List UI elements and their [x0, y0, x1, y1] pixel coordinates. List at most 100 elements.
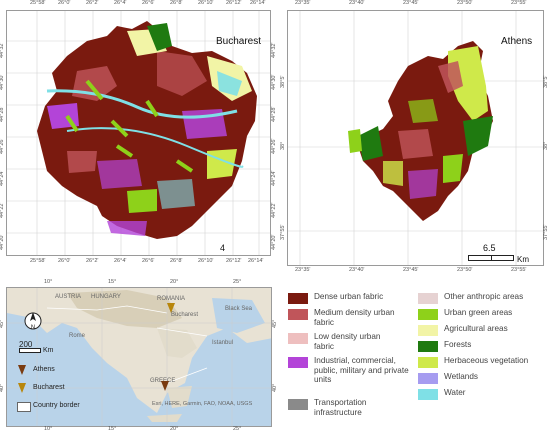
- tick-label: 38°5': [280, 75, 286, 88]
- legend-label: Low density urban fabric: [314, 332, 381, 351]
- legend-label: Other anthropic areas: [444, 292, 524, 301]
- athens-scalebar: [468, 255, 514, 261]
- legend-label: Medium density urban fabric: [314, 308, 395, 327]
- tick-label: 26°14': [250, 0, 266, 6]
- tick-label: 44°32': [271, 42, 277, 59]
- inset-legend-country-border: Country border: [33, 402, 80, 409]
- tick-label: 20°: [170, 279, 179, 285]
- legend-item: Agricultural areas: [418, 324, 508, 336]
- athens-scale-unit: Km: [517, 255, 529, 264]
- tick-label: 26°2': [86, 258, 99, 264]
- legend-label: Industrial, commercial, public, military…: [314, 356, 409, 384]
- tick-label: 44°22': [0, 202, 5, 219]
- athens-legend-marker-icon: [18, 365, 26, 375]
- bucharest-scale-unit: Km: [248, 255, 260, 256]
- tick-label: 37°55': [543, 224, 549, 241]
- athens-land-cover: [348, 41, 493, 221]
- legend-swatch: [418, 325, 438, 336]
- legend-item: Dense urban fabric: [288, 292, 414, 304]
- legend-item: Industrial, commercial, public, military…: [288, 356, 414, 385]
- legend-label: Agricultural areas: [444, 324, 508, 333]
- legend-swatch: [418, 293, 438, 304]
- legend-item: Forests: [418, 340, 471, 352]
- tick-label: 23°55': [511, 0, 527, 6]
- legend-swatch: [288, 357, 308, 368]
- tick-label: 40°: [0, 383, 5, 392]
- tick-label: 26°12': [226, 258, 242, 264]
- bucharest-scale-value: 4: [220, 243, 226, 253]
- tick-label: 45°: [0, 319, 5, 328]
- legend-swatch: [418, 389, 438, 400]
- tick-label: 44°28': [271, 106, 277, 123]
- legend-swatch: [288, 333, 308, 344]
- country-border-swatch: [17, 402, 31, 412]
- legend-item: Urban green areas: [418, 308, 512, 320]
- inset-legend-bucharest: Bucharest: [33, 384, 65, 391]
- tick-label: 23°50': [457, 267, 473, 273]
- tick-label: 26°4': [114, 258, 127, 264]
- legend-label: Transportation infrastructure: [314, 398, 367, 417]
- tick-label: 23°40': [349, 0, 365, 6]
- tick-label: 44°24': [0, 170, 5, 187]
- tick-label: 26°4': [114, 0, 127, 6]
- legend-label: Urban green areas: [444, 308, 513, 317]
- tick-label: 23°45': [403, 0, 419, 6]
- tick-label: 10°: [44, 279, 53, 285]
- tick-label: 23°45': [403, 267, 419, 273]
- tick-label: 25°58': [30, 0, 46, 6]
- tick-label: 23°40': [349, 267, 365, 273]
- tick-label: 23°35': [295, 267, 311, 273]
- tick-label: 38°: [280, 141, 286, 150]
- tick-label: 44°32': [0, 42, 5, 59]
- legend-item: Transportation infrastructure: [288, 398, 404, 417]
- tick-label: 44°20': [0, 234, 5, 251]
- tick-label: 44°30': [271, 74, 277, 91]
- tick-label: 25°: [233, 279, 242, 285]
- tick-label: 15°: [108, 426, 117, 432]
- athens-scale-value: 6.5: [483, 243, 496, 253]
- svg-text:N: N: [31, 325, 35, 331]
- country-label: HUNGARY: [91, 294, 121, 300]
- legend-item: Low density urban fabric: [288, 332, 394, 351]
- country-label: AUSTRIA: [55, 294, 82, 300]
- tick-label: 25°: [233, 426, 242, 432]
- tick-label: 44°26': [0, 138, 5, 155]
- tick-label: 26°14': [248, 258, 264, 264]
- city-label: Istanbul: [212, 340, 234, 346]
- tick-label: 44°20': [271, 234, 277, 251]
- bucharest-scalebar: [197, 255, 245, 256]
- bucharest-legend-marker-icon: [18, 383, 26, 393]
- legend-item: Wetlands: [418, 372, 478, 384]
- tick-label: 20°: [170, 426, 179, 432]
- legend-label: Dense urban fabric: [314, 292, 384, 301]
- inset-legend-athens: Athens: [33, 366, 55, 373]
- legend-label: Herbaceous vegetation: [444, 356, 529, 365]
- tick-label: 38°: [543, 141, 549, 150]
- legend-swatch: [418, 357, 438, 368]
- inset-terrain: [7, 288, 271, 426]
- tick-label: 26°2': [86, 0, 99, 6]
- tick-label: 26°0': [58, 258, 71, 264]
- city-label: Rome: [69, 333, 86, 339]
- tick-label: 26°10': [198, 258, 214, 264]
- inset-scale-value: 200: [19, 340, 33, 349]
- north-arrow-icon: N: [24, 312, 42, 331]
- tick-label: 44°28': [0, 106, 5, 123]
- tick-label: 23°50': [457, 0, 473, 6]
- tick-label: 26°6': [142, 0, 155, 6]
- tick-label: 26°0': [58, 0, 71, 6]
- tick-label: 26°8': [170, 258, 183, 264]
- bucharest-map-panel: Bucharest 4 Km: [6, 10, 271, 256]
- inset-scale-unit: Km: [43, 347, 54, 354]
- tick-label: 38°5': [543, 75, 549, 88]
- legend-label: Water: [444, 388, 466, 397]
- legend-swatch: [288, 399, 308, 410]
- tick-label: 25°58': [30, 258, 46, 264]
- athens-title: Athens: [501, 36, 533, 47]
- tick-label: 26°12': [226, 0, 242, 6]
- legend-item: Medium density urban fabric: [288, 308, 409, 327]
- athens-map-panel: Athens 6.5 Km: [287, 10, 544, 266]
- tick-label: 26°10': [198, 0, 214, 6]
- legend-item: Water: [418, 388, 466, 400]
- legend-label: Wetlands: [444, 372, 478, 381]
